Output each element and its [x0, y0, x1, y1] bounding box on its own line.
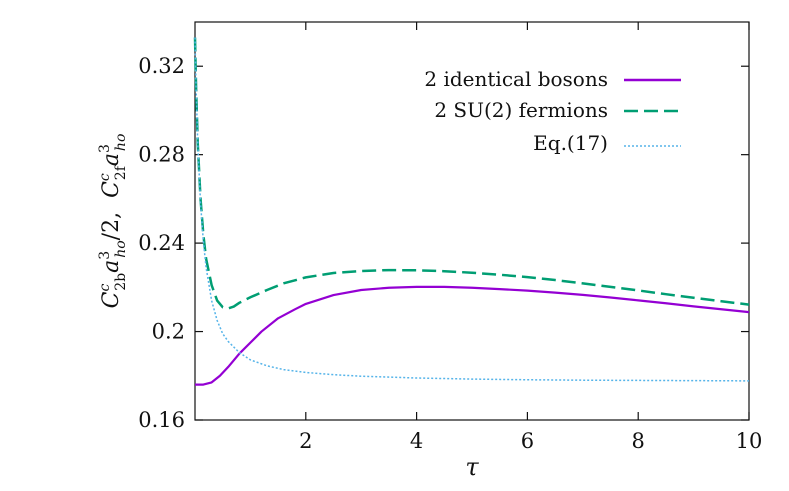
y-label-sym2: a — [99, 260, 124, 273]
y-label-sup4: 3 — [97, 144, 113, 153]
plot-frame — [194, 21, 750, 421]
y-label-sup2: 3 — [97, 251, 113, 260]
x-tick-label: 6 — [521, 429, 534, 453]
y-tick-label: 0.24 — [138, 231, 185, 255]
legend: 2 identical bosons 2 SU(2) fermions Eq.(… — [424, 67, 681, 155]
y-label-sub2: ho — [113, 240, 129, 257]
series-line-0 — [195, 285, 750, 386]
y-label-sup1: c — [97, 284, 113, 292]
legend-label-eq17: Eq.(17) — [533, 131, 608, 155]
y-label-sym3: C — [99, 181, 124, 198]
x-tick-label: 2 — [299, 429, 312, 453]
y-label-sym1: C — [99, 291, 124, 308]
y-label-sup3: c — [97, 173, 113, 181]
y-label-sym4: a — [99, 153, 124, 166]
y-tick-label: 0.16 — [138, 408, 185, 432]
y-label-sub1: 2b — [113, 273, 129, 291]
legend-label-bosons: 2 identical bosons — [424, 67, 608, 91]
y-label-mid: /2, — [99, 212, 124, 240]
x-axis-label: τ — [465, 453, 479, 481]
y-label-sub3: 2f — [113, 164, 129, 180]
x-tick-label: 8 — [632, 429, 645, 453]
y-axis-label: Cc2ba3ho/2,Cc2fa3ho — [97, 134, 129, 309]
series-line-2 — [194, 37, 750, 382]
series-line-1 — [193, 37, 750, 310]
legend-label-fermions: 2 SU(2) fermions — [434, 98, 608, 122]
y-label-sub4: ho — [113, 134, 129, 151]
x-tick-label: 10 — [736, 429, 763, 453]
x-tick-label: 4 — [410, 429, 423, 453]
axis-ticks: 2 4 6 8 10 0.16 0.2 0.24 0.28 0.32 — [138, 22, 762, 453]
svg-text:Cc2ba3ho/2,Cc2fa3ho: Cc2ba3ho/2,Cc2fa3ho — [97, 134, 129, 309]
y-tick-label: 0.28 — [138, 143, 185, 167]
series-layer — [193, 37, 750, 386]
y-tick-label: 0.32 — [138, 54, 185, 78]
y-tick-label: 0.2 — [152, 320, 185, 344]
